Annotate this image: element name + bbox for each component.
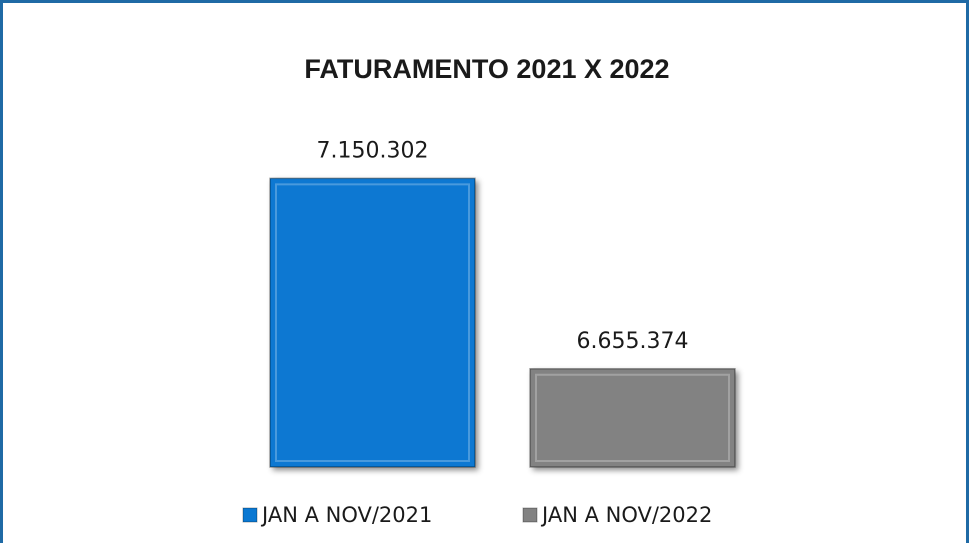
bar xyxy=(269,177,476,468)
value-label: 7.150.302 xyxy=(317,138,429,163)
legend-label: JAN A NOV/2022 xyxy=(540,503,712,527)
bar xyxy=(529,368,736,468)
legend-swatch xyxy=(522,507,538,523)
legend-swatch xyxy=(242,507,258,523)
bar-bevel xyxy=(275,183,470,462)
legend-label: JAN A NOV/2021 xyxy=(260,503,432,527)
chart-title: FATURAMENTO 2021 X 2022 xyxy=(304,54,669,84)
value-label: 6.655.374 xyxy=(577,329,689,354)
bar-bevel xyxy=(535,373,730,463)
